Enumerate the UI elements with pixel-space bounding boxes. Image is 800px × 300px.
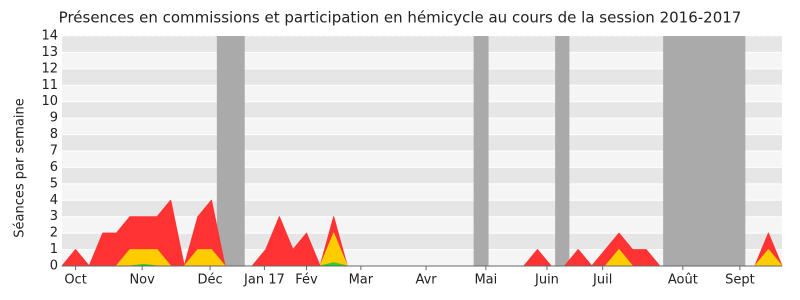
vacation-band — [473, 36, 489, 266]
x-tick-label: Fév — [295, 273, 318, 288]
x-tick-label: Déc — [197, 273, 222, 288]
x-tick-label: Août — [668, 273, 698, 288]
y-tick-label: 6 — [50, 160, 58, 175]
y-tick-label: 14 — [41, 29, 58, 44]
x-tick-label: Avr — [415, 273, 437, 288]
vacation-band — [216, 36, 245, 266]
y-tick-label: 13 — [41, 45, 58, 60]
x-tick-label: Mar — [349, 273, 374, 288]
vacation-band — [663, 36, 746, 266]
x-tick-label: Oct — [64, 273, 86, 288]
y-tick-label: 10 — [41, 94, 58, 109]
y-tick-label: 12 — [41, 61, 58, 76]
chart-title: Présences en commissions et participatio… — [59, 9, 742, 27]
x-tick-label: Mai — [474, 273, 497, 288]
x-tick-label: Sept — [725, 273, 755, 288]
y-tick-label: 2 — [50, 226, 58, 241]
x-tick-label: Juin — [534, 273, 559, 288]
y-tick-label: 1 — [50, 242, 58, 257]
y-tick-label: 8 — [50, 127, 58, 142]
y-tick-label: 11 — [41, 78, 58, 93]
y-axis-label: Séances par semaine — [13, 98, 28, 237]
y-tick-label: 0 — [50, 259, 58, 274]
y-tick-label: 5 — [50, 176, 58, 191]
y-tick-label: 4 — [50, 193, 58, 208]
y-tick-label: 3 — [50, 209, 58, 224]
x-tick-label: Juil — [592, 273, 612, 288]
x-tick-label: Nov — [129, 273, 155, 288]
y-tick-label: 7 — [50, 144, 58, 159]
y-tick-label: 9 — [50, 111, 58, 126]
vacation-band — [555, 36, 570, 266]
x-tick-label: Jan 17 — [243, 273, 285, 288]
